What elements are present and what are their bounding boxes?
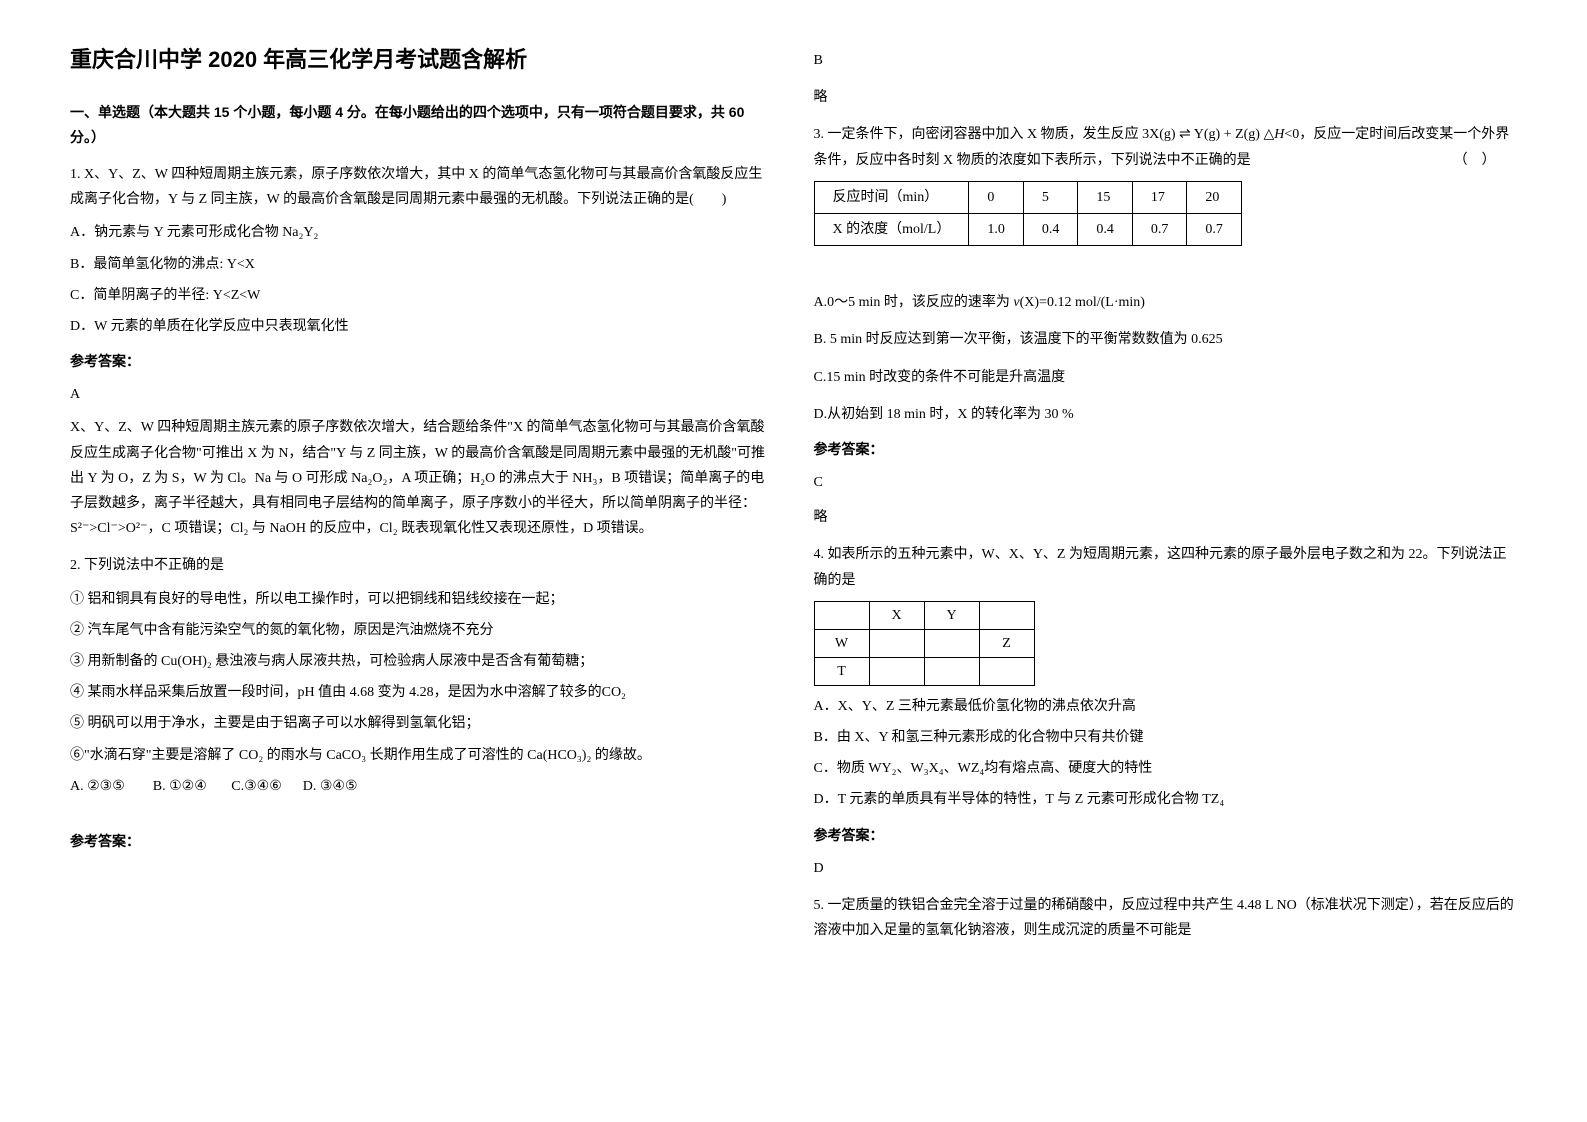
table-row: 反应时间（min） 0 5 15 17 20: [814, 181, 1241, 213]
q1-answer-label: 参考答案：: [70, 349, 774, 374]
q3-stem-part1: 3. 一定条件下，向密闭容器中加入 X 物质，发生反应 3X(g) ⇌ Y(g)…: [814, 127, 1275, 142]
grid-cell: W: [814, 629, 869, 657]
q1-stem: 1. X、Y、Z、W 四种短周期主族元素，原子序数依次增大，其中 X 的简单气态…: [70, 162, 774, 212]
q4-optB: B．由 X、Y 和氢三种元素形成的化合物中只有共价键: [814, 725, 1518, 750]
table-row: T: [814, 657, 1034, 685]
page-title: 重庆合川中学 2020 年高三化学月考试题含解析: [70, 40, 774, 80]
table-cell: 0.4: [1023, 213, 1078, 245]
table-cell: 0.4: [1078, 213, 1133, 245]
q3-stem: 3. 一定条件下，向密闭容器中加入 X 物质，发生反应 3X(g) ⇌ Y(g)…: [814, 122, 1518, 172]
q3-optA: A.0～5 min 时，该反应的速率为 v(X)=0.12 mol/(L·min…: [814, 290, 1518, 315]
q2-stem: 2. 下列说法中不正确的是: [70, 553, 774, 578]
q2-answer: B: [814, 48, 1518, 73]
left-column: 重庆合川中学 2020 年高三化学月考试题含解析 一、单选题（本大题共 15 个…: [50, 40, 794, 1082]
q3-table: 反应时间（min） 0 5 15 17 20 X 的浓度（mol/L） 1.0 …: [814, 181, 1242, 246]
table-cell: 17: [1132, 181, 1187, 213]
q2-options: A. ②③⑤ B. ①②④ C.③④⑥ D. ③④⑤: [70, 774, 774, 799]
q4-optC: C．物质 WY₂、W₃X₄、WZ₄均有熔点高、硬度大的特性: [814, 756, 1518, 781]
q2-item4: ④ 某雨水样品采集后放置一段时间，pH 值由 4.68 变为 4.28，是因为水…: [70, 680, 774, 705]
grid-cell: T: [814, 657, 869, 685]
q3-optD: D.从初始到 18 min 时，X 的转化率为 30 %: [814, 402, 1518, 427]
q3-optB: B. 5 min 时反应达到第一次平衡，该温度下的平衡常数数值为 0.625: [814, 327, 1518, 352]
table-cell: 1.0: [969, 213, 1024, 245]
q4-element-grid: X Y W Z T: [814, 601, 1035, 686]
table-cell: 0: [969, 181, 1024, 213]
q3-answer-label: 参考答案：: [814, 437, 1518, 462]
right-column: B 略 3. 一定条件下，向密闭容器中加入 X 物质，发生反应 3X(g) ⇌ …: [794, 40, 1538, 1082]
q2-brief: 略: [814, 85, 1518, 110]
q2-item5: ⑤ 明矾可以用于净水，主要是由于铝离子可以水解得到氢氧化铝；: [70, 711, 774, 736]
q4-answer: D: [814, 856, 1518, 881]
q5-stem: 5. 一定质量的铁铝合金完全溶于过量的稀硝酸中，反应过程中共产生 4.48 L …: [814, 893, 1518, 943]
table-cell: 5: [1023, 181, 1078, 213]
q4-optD: D．T 元素的单质具有半导体的特性，T 与 Z 元素可形成化合物 TZ₄: [814, 787, 1518, 812]
q2-answer-label: 参考答案：: [70, 829, 774, 854]
q3-optA-part2: (X)=0.12 mol/(L·min): [1020, 295, 1145, 310]
table-cell: 20: [1187, 181, 1242, 213]
table-row: X 的浓度（mol/L） 1.0 0.4 0.4 0.7 0.7: [814, 213, 1241, 245]
grid-cell: [979, 601, 1034, 629]
table-cell: X 的浓度（mol/L）: [814, 213, 969, 245]
grid-cell: [869, 629, 924, 657]
q4-stem: 4. 如表所示的五种元素中，W、X、Y、Z 为短周期元素，这四种元素的原子最外层…: [814, 542, 1518, 592]
grid-cell: Y: [924, 601, 979, 629]
grid-cell: [924, 657, 979, 685]
q1-explanation: X、Y、Z、W 四种短周期主族元素的原子序数依次增大，结合题给条件"X 的简单气…: [70, 415, 774, 541]
table-row: W Z: [814, 629, 1034, 657]
q4-answer-label: 参考答案：: [814, 823, 1518, 848]
q3-optA-part1: A.0～5 min 时，该反应的速率为: [814, 295, 1014, 310]
q3-answer: C: [814, 470, 1518, 495]
q1-optC: C．简单阴离子的半径: Y<Z<W: [70, 283, 774, 308]
q3-brief: 略: [814, 505, 1518, 530]
grid-cell: [924, 629, 979, 657]
table-cell: 15: [1078, 181, 1133, 213]
table-cell: 0.7: [1187, 213, 1242, 245]
grid-cell: Z: [979, 629, 1034, 657]
q1-answer: A: [70, 382, 774, 407]
q3-stem-italic: H: [1274, 127, 1284, 142]
grid-cell: [869, 657, 924, 685]
q1-optA: A．钠元素与 Y 元素可形成化合物 Na₂Y₂: [70, 220, 774, 245]
grid-cell: X: [869, 601, 924, 629]
table-cell: 0.7: [1132, 213, 1187, 245]
q4-optA: A．X、Y、Z 三种元素最低价氢化物的沸点依次升高: [814, 694, 1518, 719]
table-cell: 反应时间（min）: [814, 181, 969, 213]
q2-item2: ② 汽车尾气中含有能污染空气的氮的氧化物，原因是汽油燃烧不充分: [70, 618, 774, 643]
grid-cell: [814, 601, 869, 629]
table-row: X Y: [814, 601, 1034, 629]
grid-cell: [979, 657, 1034, 685]
q2-item1: ① 铝和铜具有良好的导电性，所以电工操作时，可以把铜线和铝线绞接在一起；: [70, 587, 774, 612]
q2-item3: ③ 用新制备的 Cu(OH)₂ 悬浊液与病人尿液共热，可检验病人尿液中是否含有葡…: [70, 649, 774, 674]
q1-optD: D．W 元素的单质在化学反应中只表现氧化性: [70, 314, 774, 339]
q1-optB: B．最简单氢化物的沸点: Y<X: [70, 252, 774, 277]
section-header: 一、单选题（本大题共 15 个小题，每小题 4 分。在每小题给出的四个选项中，只…: [70, 100, 774, 150]
q2-item6: ⑥"水滴石穿"主要是溶解了 CO₂ 的雨水与 CaCO₃ 长期作用生成了可溶性的…: [70, 743, 774, 768]
q3-optC: C.15 min 时改变的条件不可能是升高温度: [814, 365, 1518, 390]
